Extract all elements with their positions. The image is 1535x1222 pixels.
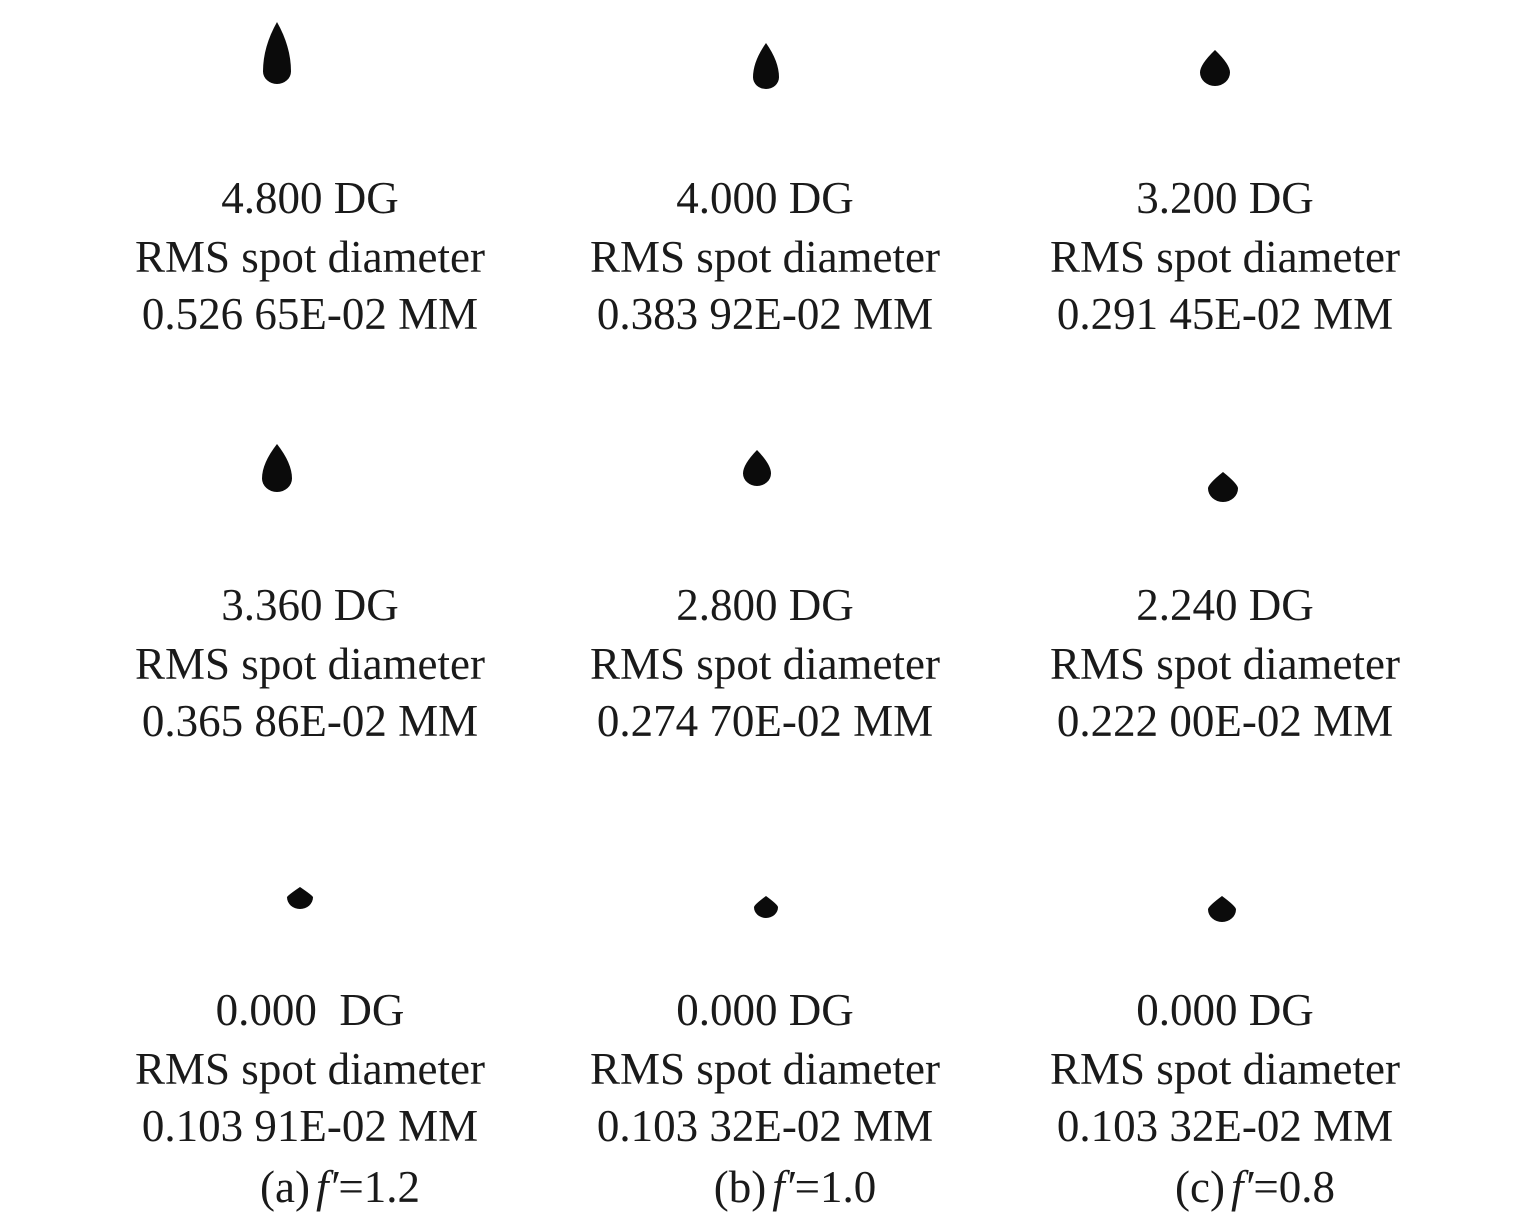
spot-cell: 2.240 DG RMS spot diameter 0.222 00E-02 MM bbox=[1050, 472, 1400, 746]
metric-label: RMS spot diameter bbox=[1050, 639, 1400, 689]
field-angle: 4.800 DG bbox=[221, 173, 399, 223]
rms-value: 0.103 91E-02 MM bbox=[142, 1101, 478, 1151]
rms-value: 0.103 32E-02 MM bbox=[1057, 1101, 1393, 1151]
field-angle: 2.240 DG bbox=[1136, 580, 1314, 630]
caption-label: (c) bbox=[1175, 1162, 1225, 1212]
metric-label: RMS spot diameter bbox=[135, 639, 485, 689]
metric-label: RMS spot diameter bbox=[1050, 232, 1400, 282]
caption-label: (a) bbox=[260, 1162, 310, 1212]
field-angle: 3.200 DG bbox=[1136, 173, 1314, 223]
rms-value: 0.103 32E-02 MM bbox=[597, 1101, 933, 1151]
spot-cell: 0.000 DG RMS spot diameter 0.103 91E-02 MM bbox=[135, 887, 485, 1151]
metric-label: RMS spot diameter bbox=[590, 232, 940, 282]
field-angle: 0.000 DG bbox=[216, 985, 405, 1035]
column-caption: (b) f′=1.0 bbox=[714, 1162, 876, 1212]
spot bbox=[1208, 472, 1238, 502]
field-angle: 2.800 DG bbox=[676, 580, 854, 630]
rms-value: 0.274 70E-02 MM bbox=[597, 696, 933, 746]
caption-value: =0.8 bbox=[1253, 1162, 1335, 1212]
rms-value: 0.365 86E-02 MM bbox=[142, 696, 478, 746]
metric-label: RMS spot diameter bbox=[1050, 1044, 1400, 1094]
spot-cell: 4.800 DG RMS spot diameter 0.526 65E-02 MM bbox=[135, 22, 485, 339]
column-caption: (a) f′=1.2 bbox=[260, 1162, 420, 1212]
spot bbox=[263, 22, 291, 84]
caption-label: (b) bbox=[714, 1162, 766, 1212]
caption-symbol: f′ bbox=[1231, 1162, 1255, 1212]
spot bbox=[1208, 896, 1236, 922]
field-angle: 0.000 DG bbox=[676, 985, 854, 1035]
field-angle: 3.360 DG bbox=[221, 580, 399, 630]
spot-cell: 3.360 DG RMS spot diameter 0.365 86E-02 MM bbox=[135, 444, 485, 746]
rms-value: 0.222 00E-02 MM bbox=[1057, 696, 1393, 746]
spot bbox=[753, 43, 779, 90]
spot bbox=[262, 444, 292, 493]
caption-symbol: f′ bbox=[772, 1162, 796, 1212]
metric-label: RMS spot diameter bbox=[590, 639, 940, 689]
column-caption: (c) f′=0.8 bbox=[1175, 1162, 1335, 1212]
caption-symbol: f′ bbox=[316, 1162, 340, 1212]
spot-cell: 2.800 DG RMS spot diameter 0.274 70E-02 MM bbox=[590, 450, 940, 746]
spot-cell: 4.000 DG RMS spot diameter 0.383 92E-02 MM bbox=[590, 43, 940, 339]
spot bbox=[1200, 50, 1230, 86]
field-angle: 4.000 DG bbox=[676, 173, 854, 223]
metric-label: RMS spot diameter bbox=[590, 1044, 940, 1094]
spot-cell: 0.000 DG RMS spot diameter 0.103 32E-02 MM bbox=[590, 896, 940, 1151]
rms-value: 0.291 45E-02 MM bbox=[1057, 289, 1393, 339]
caption-value: =1.2 bbox=[338, 1162, 420, 1212]
rms-value: 0.383 92E-02 MM bbox=[597, 289, 933, 339]
spot bbox=[743, 450, 771, 486]
spot-cell: 3.200 DG RMS spot diameter 0.291 45E-02 MM bbox=[1050, 50, 1400, 339]
field-angle: 0.000 DG bbox=[1136, 985, 1314, 1035]
spot-cell: 0.000 DG RMS spot diameter 0.103 32E-02 MM bbox=[1050, 896, 1400, 1151]
spot bbox=[287, 887, 313, 909]
metric-label: RMS spot diameter bbox=[135, 1044, 485, 1094]
column: 3.200 DG RMS spot diameter 0.291 45E-02 MM… bbox=[1050, 50, 1400, 1212]
column: 4.800 DG RMS spot diameter 0.526 65E-02 MM… bbox=[135, 22, 485, 1212]
spot bbox=[754, 896, 778, 918]
caption-value: =1.0 bbox=[795, 1162, 877, 1212]
metric-label: RMS spot diameter bbox=[135, 232, 485, 282]
rms-value: 0.526 65E-02 MM bbox=[142, 289, 478, 339]
column: 4.000 DG RMS spot diameter 0.383 92E-02 MM… bbox=[590, 43, 940, 1212]
